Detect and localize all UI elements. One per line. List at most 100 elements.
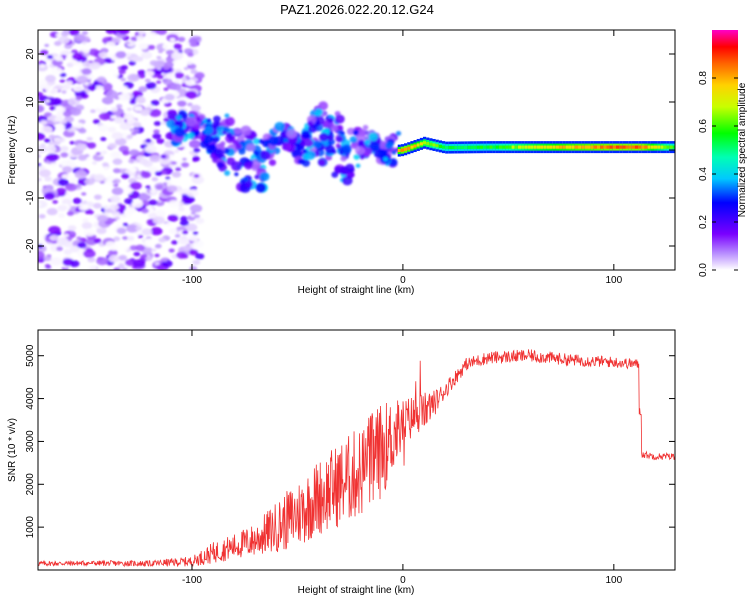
spectrogram-cell <box>105 131 112 136</box>
spectrogram-cell <box>166 185 178 193</box>
spectrogram-cell <box>448 145 452 150</box>
spectrogram-cell <box>44 99 51 103</box>
spectrogram-cell <box>167 214 179 222</box>
spectrogram-cell <box>50 163 56 167</box>
spectrogram-cell <box>56 187 67 195</box>
spectrogram-cell <box>153 129 160 134</box>
snr-marks <box>38 349 675 568</box>
spectrogram-cell <box>141 228 153 236</box>
spectrogram-cell <box>152 216 165 225</box>
spectrogram-cell <box>454 145 458 150</box>
spectrogram-cell <box>192 156 200 162</box>
spectrogram-cell <box>291 149 303 159</box>
spectrogram-cell <box>111 151 121 158</box>
snr-panel: -100 0 100 1000 2000 3000 4000 5000 Height of s… <box>7 329 676 596</box>
spectrogram-cell <box>113 236 121 242</box>
spectrogram-cell <box>341 144 352 154</box>
spectrogram-cell <box>38 145 47 154</box>
spectrogram-cell <box>397 149 401 153</box>
spectrogram-cell <box>255 182 267 193</box>
spectrogram-cell <box>96 214 108 223</box>
spectrogram-cell <box>593 145 598 149</box>
spectrogram-cell <box>124 52 132 57</box>
spectrogram-cell <box>625 145 629 149</box>
spectrogram-cell <box>96 103 106 110</box>
spectrogram-cell <box>109 195 121 203</box>
spectrogram-cell <box>268 159 277 166</box>
spectrogram-cell <box>156 30 168 35</box>
spectrogram-cell <box>81 192 87 196</box>
spectrogram-cell <box>467 145 471 149</box>
spectrogram-cell <box>192 231 199 236</box>
spectrogram-cell <box>63 233 69 238</box>
spectrogram-cell <box>435 144 439 148</box>
spectrogram-cell <box>385 141 394 150</box>
spectrogram-cell <box>165 222 172 227</box>
spectrogram-cell <box>176 251 187 259</box>
spectrogram-cell <box>307 120 314 127</box>
spectrogram-cell <box>87 85 97 91</box>
spectrogram-cell <box>61 198 73 206</box>
spectrogram-cell <box>84 178 95 186</box>
spectrogram-cell <box>378 148 388 158</box>
spectrogram-cell <box>298 158 304 165</box>
spectrogram-cell <box>364 139 371 145</box>
spectrogram-cell <box>55 33 61 37</box>
spectrogram-cell <box>56 237 69 246</box>
spectrogram-cell <box>62 258 75 267</box>
spectrogram-cell <box>253 138 260 145</box>
spectrogram-cell <box>473 145 477 149</box>
spectrogram-cell <box>672 145 675 149</box>
spectrogram-cell <box>168 228 178 235</box>
spectrogram-cell <box>113 73 120 78</box>
spectrogram-cell <box>72 84 84 92</box>
spectrogram-cell <box>74 208 81 212</box>
spectrogram-cell <box>123 247 129 251</box>
spectrogram-cell <box>653 145 658 149</box>
spectrogram-cell <box>268 135 279 146</box>
spectrogram-cell <box>122 150 130 156</box>
spectrogram-cell <box>169 37 176 42</box>
spectrogram-cell <box>158 50 163 54</box>
spectrogram-cell <box>666 145 670 149</box>
spectrogram-cell <box>145 138 152 143</box>
spectrogram-cell <box>244 162 253 170</box>
spectrogram-cell <box>86 142 97 149</box>
spectrogram-cell <box>185 90 197 99</box>
spectrogram-cell <box>82 218 89 223</box>
spectrogram-cell <box>38 154 41 158</box>
spectrogram-cell <box>224 113 230 118</box>
spectrogram-cell <box>135 95 146 103</box>
spectrogram-cell <box>87 257 96 263</box>
spectrogram-cell <box>170 83 182 91</box>
spectrogram-cell <box>301 130 311 139</box>
spectrogram-cell <box>337 125 344 131</box>
spectrogram-cell <box>511 145 515 149</box>
spectrogram-cell <box>69 245 80 253</box>
spectrogram-cell <box>66 62 74 68</box>
spectrogram-cell <box>126 134 134 139</box>
spectrogram-cell <box>168 200 181 209</box>
spectrogram-cell <box>89 61 101 70</box>
spectrogram-cell <box>117 30 130 35</box>
spectrogram-cell <box>383 156 389 162</box>
spectrogram-cell <box>139 108 151 116</box>
spectrogram-cell <box>129 99 137 105</box>
spectrogram-cell <box>105 90 119 99</box>
spectrogram-cell <box>103 57 113 64</box>
spectrogram-cell <box>110 115 116 119</box>
spectrogram-cell <box>352 129 359 136</box>
spectrogram-cell <box>319 132 329 142</box>
spectrogram-cell <box>327 135 334 141</box>
spectrogram-cell <box>182 157 187 161</box>
spectrogram-cell <box>156 138 165 144</box>
spectrogram-cell <box>314 108 323 117</box>
spectrogram-cell <box>171 240 178 245</box>
spectrogram-cell <box>492 145 496 149</box>
spectrogram-cell <box>476 145 480 149</box>
spectrogram-cell <box>149 108 162 117</box>
spectrogram-cell <box>189 150 195 155</box>
spectrogram-cell <box>530 145 534 149</box>
spectrogram-cell <box>339 166 349 175</box>
